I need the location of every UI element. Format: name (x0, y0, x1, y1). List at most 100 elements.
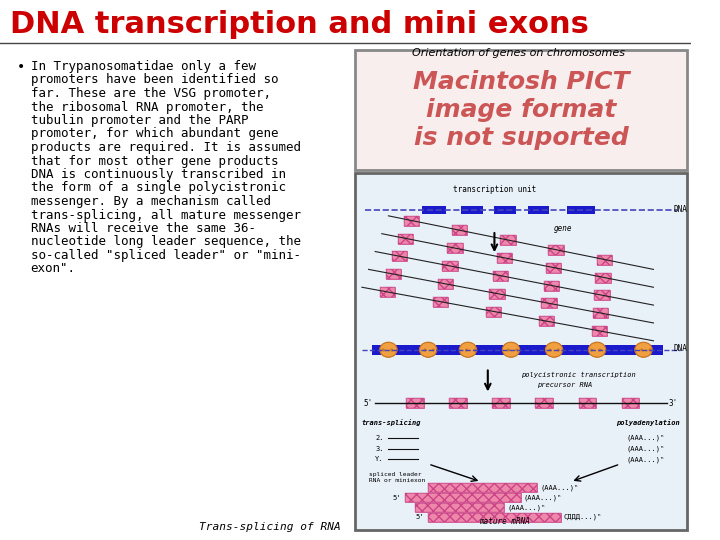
Text: the ribosomal RNA promoter, the: the ribosomal RNA promoter, the (31, 100, 264, 113)
Ellipse shape (503, 342, 520, 357)
Bar (406, 399, 423, 408)
Bar (447, 244, 463, 253)
Text: 5': 5' (392, 495, 401, 501)
Text: that for most other gene products: that for most other gene products (31, 154, 278, 167)
Bar (500, 235, 516, 245)
Bar (392, 252, 408, 261)
Bar (544, 281, 559, 291)
Bar (594, 291, 610, 300)
Bar (621, 399, 639, 408)
Text: spliced leader
RNA or miniexon: spliced leader RNA or miniexon (369, 472, 425, 483)
Text: DNA transcription and mini exons: DNA transcription and mini exons (9, 10, 588, 39)
Text: 5': 5' (364, 399, 373, 408)
Text: DNA: DNA (673, 344, 687, 353)
Bar (452, 225, 467, 235)
Text: so-called "spliced leader" or "mini-: so-called "spliced leader" or "mini- (31, 249, 301, 262)
Bar (438, 279, 453, 289)
Bar (462, 206, 483, 214)
Bar (405, 494, 521, 502)
Bar (536, 399, 553, 408)
Bar (421, 206, 446, 214)
Bar (428, 512, 561, 522)
Text: nucleotide long leader sequence, the: nucleotide long leader sequence, the (31, 235, 301, 248)
Bar (486, 307, 501, 316)
Ellipse shape (379, 342, 397, 357)
Text: tubulin promoter and the PARP: tubulin promoter and the PARP (31, 114, 248, 127)
Bar (428, 512, 561, 522)
Text: СДДД...)ⁿ: СДДД...)ⁿ (564, 514, 602, 521)
Bar (442, 261, 458, 271)
Bar (549, 245, 564, 255)
Bar (486, 307, 501, 316)
Bar (449, 399, 467, 408)
Text: (AAA...)ⁿ: (AAA...)ⁿ (627, 435, 665, 441)
Text: 3': 3' (669, 399, 678, 408)
Bar (379, 287, 395, 297)
Text: 5': 5' (416, 514, 424, 520)
Text: •: • (17, 60, 25, 74)
Text: (AAA...)ⁿ: (AAA...)ⁿ (508, 504, 546, 511)
Text: products are required. It is assumed: products are required. It is assumed (31, 141, 301, 154)
Bar (490, 289, 505, 299)
Text: (AAA...)ⁿ: (AAA...)ⁿ (627, 446, 665, 452)
Bar (398, 234, 413, 244)
Text: Macintosh PICT
image format
is not suported: Macintosh PICT image format is not supor… (413, 70, 629, 150)
Bar (398, 234, 413, 244)
Bar (433, 297, 448, 307)
Text: DNA: DNA (673, 205, 687, 214)
Bar (541, 299, 557, 308)
Bar (500, 235, 516, 245)
Bar (438, 279, 453, 289)
Text: (AAA...)ⁿ: (AAA...)ⁿ (541, 484, 579, 491)
Bar (405, 494, 521, 502)
Bar (493, 271, 508, 281)
Text: trans-splicing: trans-splicing (362, 420, 421, 427)
Bar (546, 263, 562, 273)
Text: the form of a single polycistronic: the form of a single polycistronic (31, 181, 286, 194)
Bar (386, 269, 401, 279)
Bar (449, 399, 467, 408)
Text: polyadenylation: polyadenylation (616, 420, 680, 427)
Ellipse shape (635, 342, 652, 357)
Bar (404, 215, 419, 226)
Text: far. These are the VSG promoter,: far. These are the VSG promoter, (31, 87, 271, 100)
Text: promoter, for which abundant gene: promoter, for which abundant gene (31, 127, 278, 140)
Bar (428, 483, 538, 492)
Bar (442, 261, 458, 271)
Ellipse shape (546, 342, 563, 357)
Bar (492, 399, 510, 408)
Bar (415, 503, 505, 512)
Ellipse shape (588, 342, 606, 357)
Bar (567, 206, 595, 214)
Bar (386, 269, 401, 279)
Bar (593, 308, 608, 318)
Bar (404, 215, 419, 226)
Text: promoters have been identified so: promoters have been identified so (31, 73, 278, 86)
Bar (406, 399, 423, 408)
Bar (490, 289, 505, 299)
Bar (452, 225, 467, 235)
Bar (595, 273, 611, 282)
Bar (595, 273, 611, 282)
Bar (549, 245, 564, 255)
Text: polycistronic transcription: polycistronic transcription (521, 372, 636, 378)
Text: DNA is continuously transcribed in: DNA is continuously transcribed in (31, 168, 286, 181)
Bar (447, 244, 463, 253)
Text: In Trypanosomatidae only a few: In Trypanosomatidae only a few (31, 60, 256, 73)
Bar (392, 252, 408, 261)
Text: gene: gene (554, 224, 572, 233)
Ellipse shape (420, 342, 437, 357)
Text: messenger. By a mechanism called: messenger. By a mechanism called (31, 195, 271, 208)
Bar (544, 281, 559, 291)
Bar (433, 297, 448, 307)
Text: (AAA...)ⁿ: (AAA...)ⁿ (524, 495, 562, 501)
Bar (593, 308, 608, 318)
Bar (536, 399, 553, 408)
Bar (592, 326, 607, 336)
Bar (355, 173, 687, 530)
Bar (497, 253, 512, 263)
Text: Y.: Y. (375, 456, 384, 462)
Bar (372, 345, 663, 355)
Text: transcription unit: transcription unit (453, 186, 536, 194)
Bar (379, 287, 395, 297)
